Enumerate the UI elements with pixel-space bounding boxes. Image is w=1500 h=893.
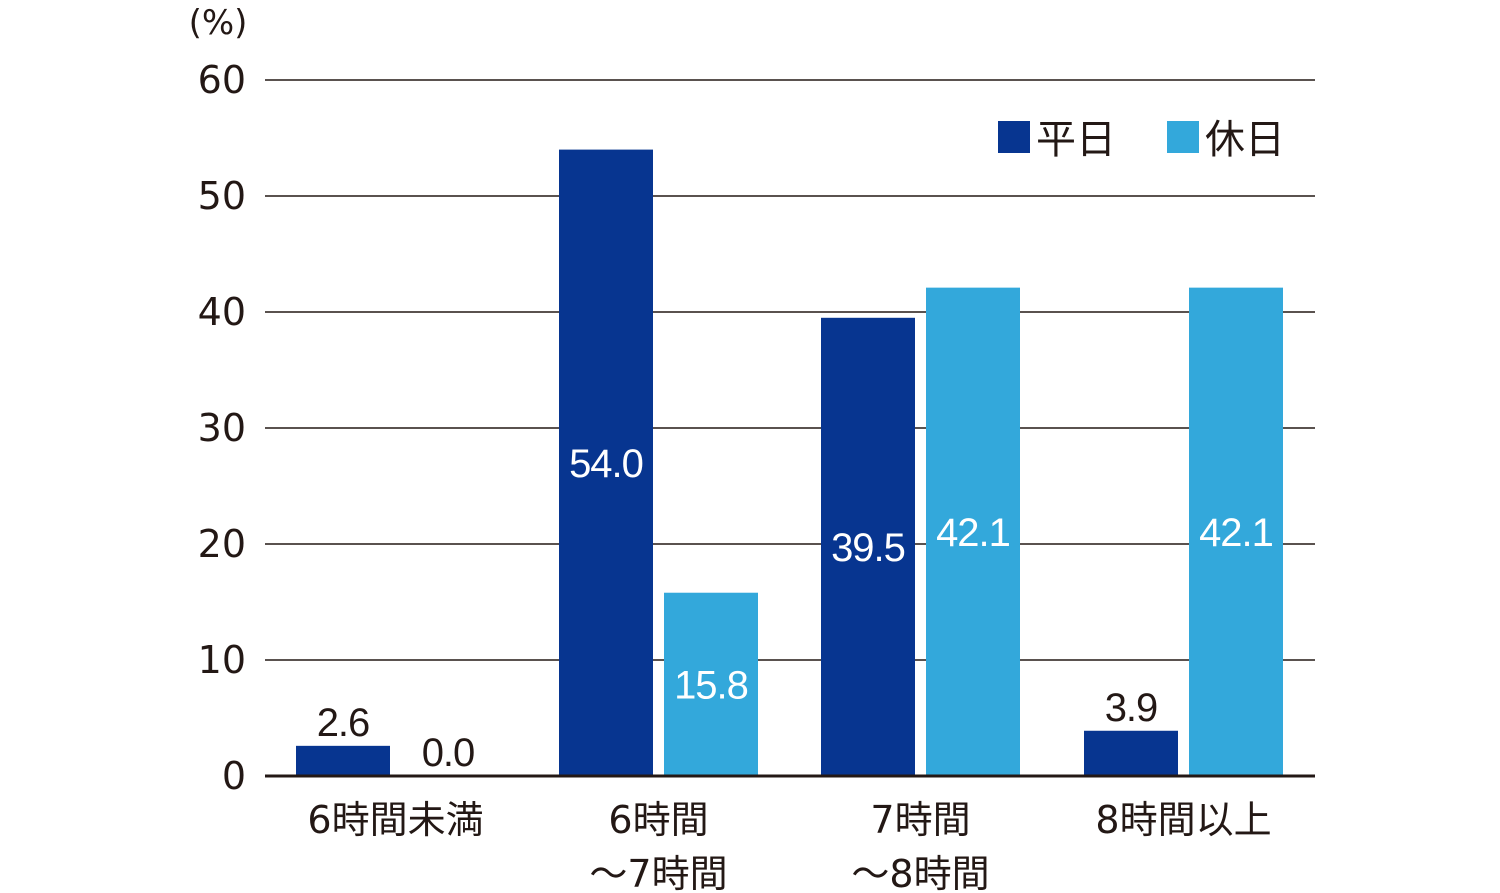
data-label: 2.6	[317, 701, 370, 745]
data-label: 42.1	[1199, 511, 1273, 555]
bar-holiday	[926, 287, 1020, 776]
bar-holiday	[664, 592, 758, 776]
legend-label: 平日	[1036, 117, 1116, 163]
bar-weekday	[821, 317, 915, 776]
data-label: 0.0	[422, 731, 475, 775]
y-unit-label: (%)	[189, 3, 248, 43]
data-label: 39.5	[831, 526, 905, 570]
bars	[296, 149, 1283, 777]
legend-swatch	[998, 121, 1030, 153]
y-tick-label: 10	[198, 638, 246, 682]
y-tick-label: 40	[198, 290, 246, 334]
bar-weekday	[559, 149, 653, 777]
data-label: 15.8	[674, 663, 748, 707]
y-tick-label: 60	[198, 58, 246, 102]
category-labels: 6時間未満 6時間 ～7時間 7時間 ～8時間 8時間以上	[307, 798, 1271, 893]
bar-holiday	[1189, 287, 1283, 776]
y-tick-label: 0	[222, 754, 246, 798]
data-label: 54.0	[569, 442, 643, 486]
data-label: 3.9	[1105, 686, 1158, 730]
x-category-label: 6時間	[608, 798, 708, 842]
y-tick-label: 50	[198, 174, 246, 218]
y-tick-label: 30	[198, 406, 246, 450]
x-category-label: ～8時間	[851, 852, 989, 893]
grid-lines	[265, 79, 1315, 661]
x-category-label: ～7時間	[589, 852, 727, 893]
x-category-label: 8時間以上	[1095, 798, 1271, 842]
bar-weekday	[1084, 730, 1178, 776]
legend-label: 休日	[1205, 117, 1285, 163]
legend-swatch	[1167, 121, 1199, 153]
bar-weekday	[296, 745, 390, 776]
x-category-label: 7時間	[870, 798, 970, 842]
data-label: 42.1	[936, 511, 1010, 555]
value-labels: 2.6 54.0 39.5 3.9 0.0 15.8 42.1 42.1	[317, 442, 1274, 775]
y-tick-label: 20	[198, 522, 246, 566]
x-category-label: 6時間未満	[307, 798, 483, 842]
legend: 平日 休日	[998, 117, 1285, 163]
y-tick-labels: 0 10 20 30 40 50 60	[198, 58, 246, 798]
